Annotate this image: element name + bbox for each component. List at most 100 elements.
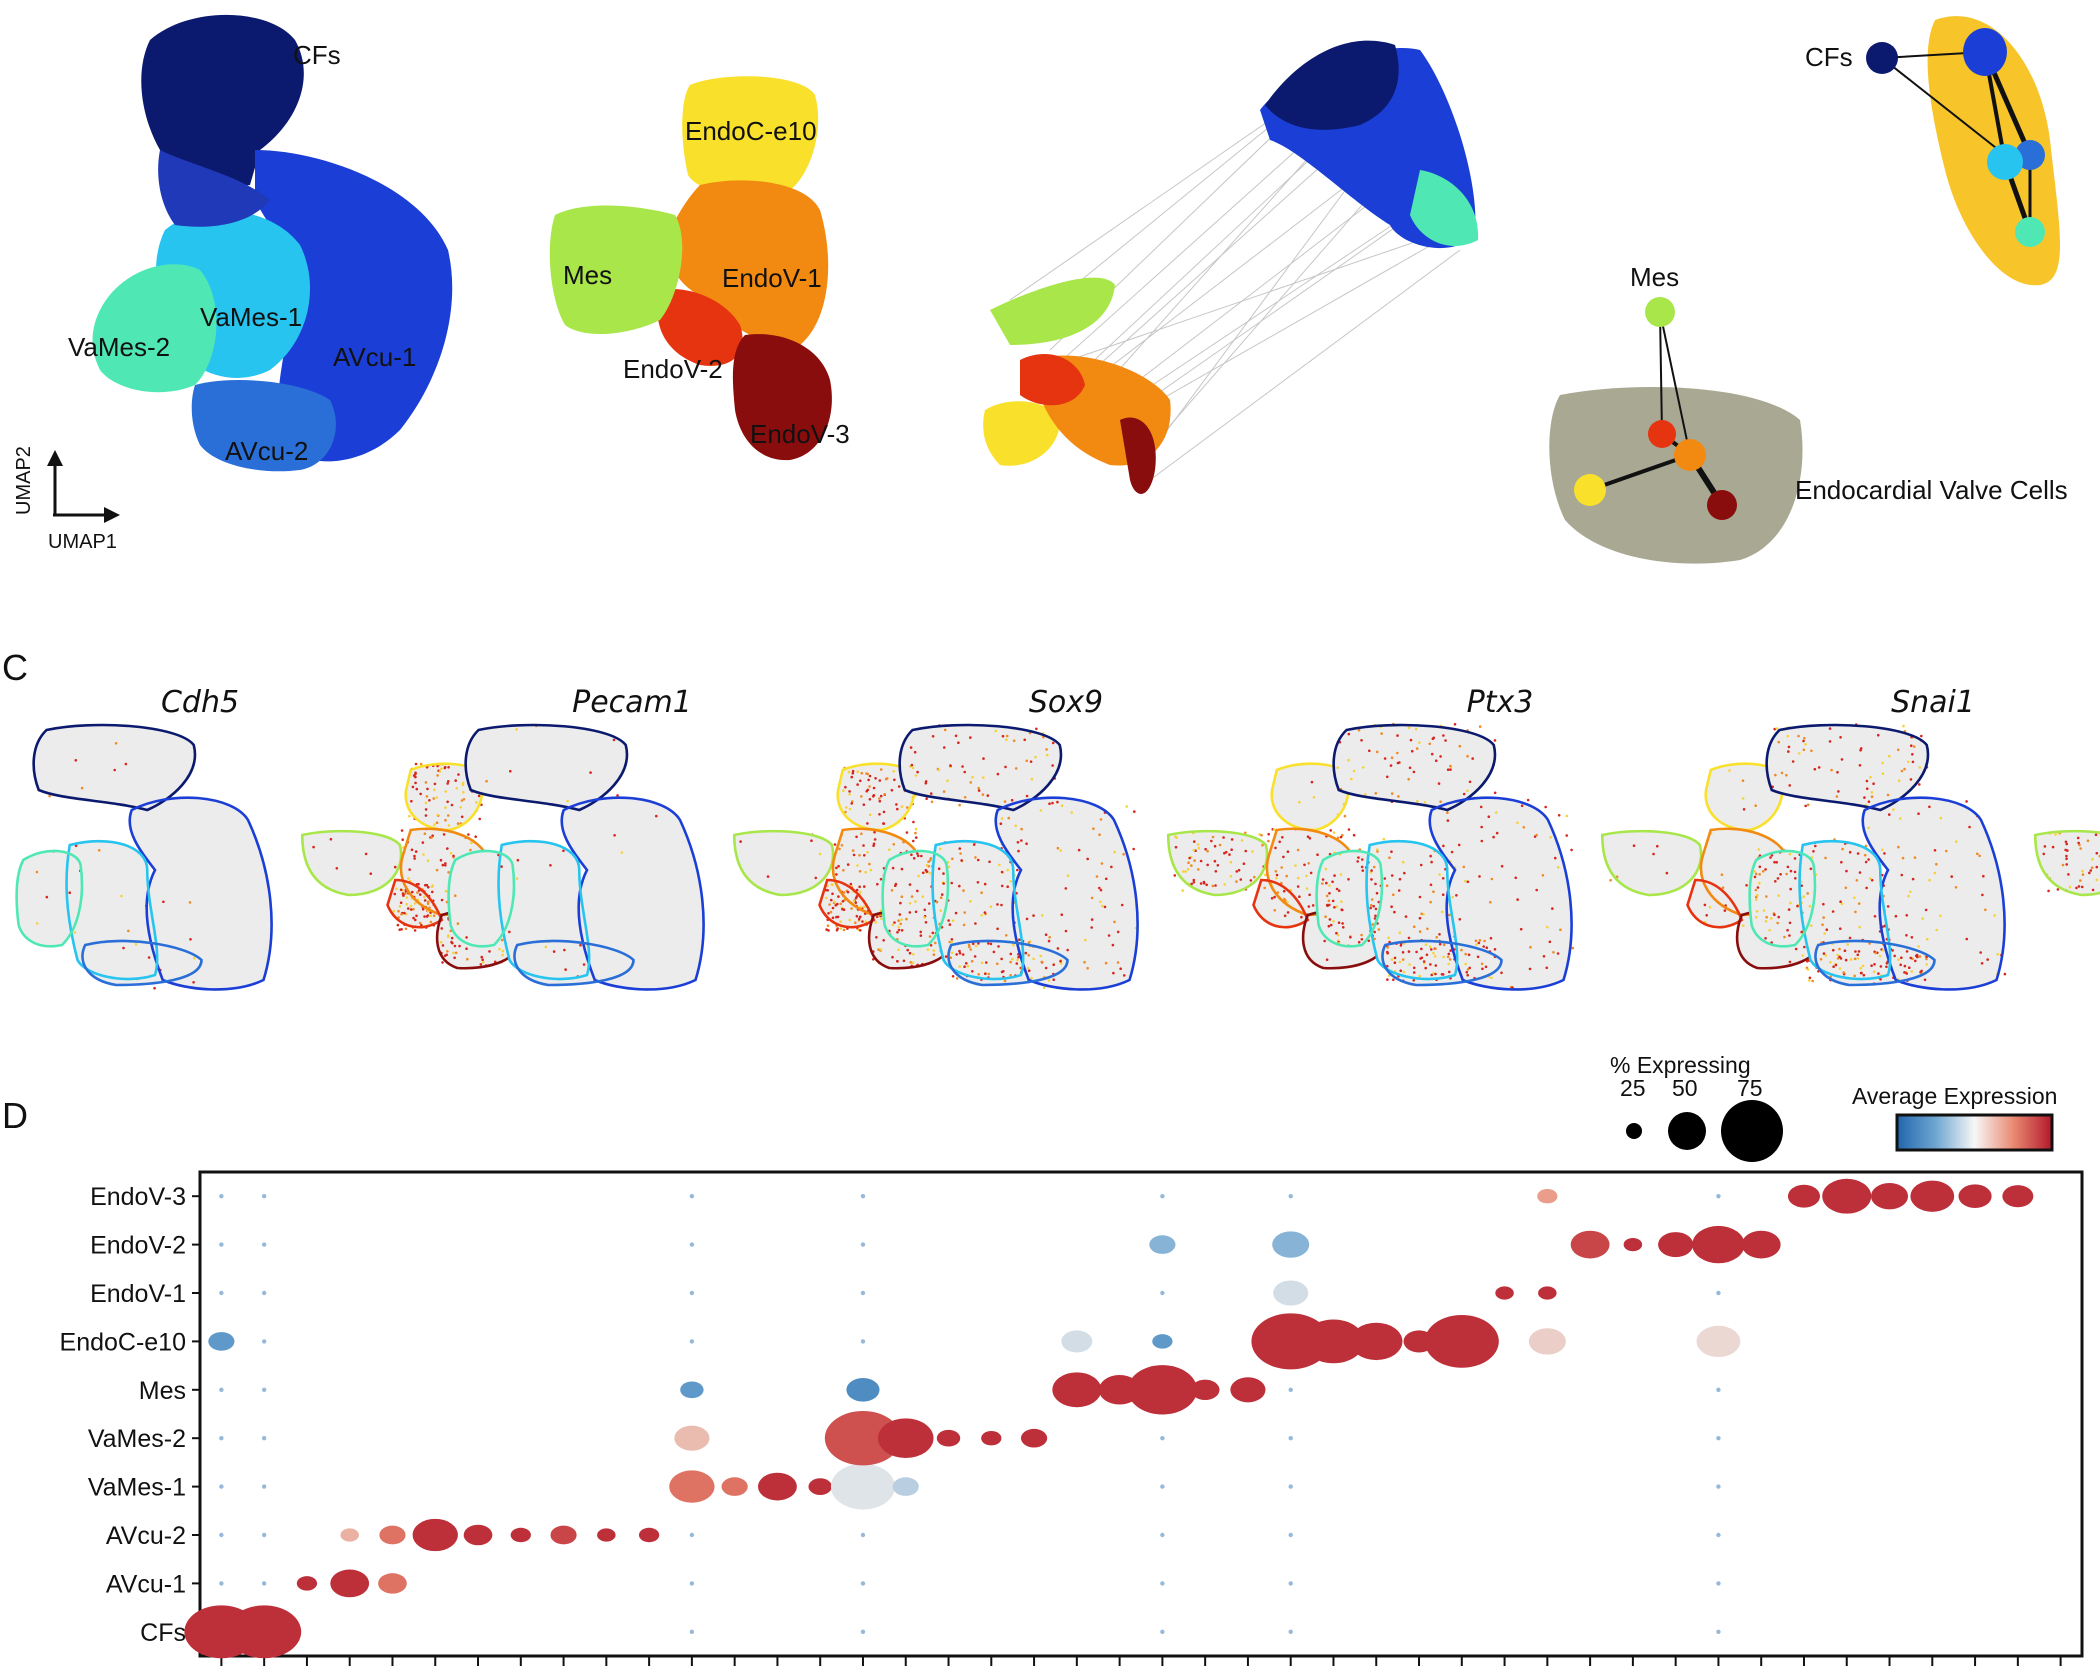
expression-dot bbox=[1553, 856, 1557, 860]
expression-dot bbox=[1893, 954, 1896, 958]
expression-dot bbox=[929, 944, 933, 947]
expression-dot bbox=[1281, 836, 1284, 839]
expression-dot bbox=[1478, 725, 1482, 728]
dotplot-bg-dot bbox=[219, 1290, 224, 1296]
expression-dot bbox=[1372, 904, 1375, 908]
expression-dot bbox=[417, 882, 420, 886]
expression-dot bbox=[1493, 948, 1497, 951]
expression-dot bbox=[147, 956, 151, 959]
expression-dot bbox=[1349, 936, 1352, 939]
expression-dot bbox=[413, 902, 417, 905]
expression-dot bbox=[1223, 851, 1226, 855]
expression-dot bbox=[854, 901, 858, 904]
expression-dot bbox=[1429, 948, 1433, 951]
expression-dot bbox=[1529, 945, 1532, 949]
expression-dot bbox=[1367, 749, 1371, 753]
expression-dot bbox=[1917, 812, 1920, 815]
expression-dot bbox=[446, 934, 450, 937]
expression-dot bbox=[914, 831, 917, 835]
expression-dot bbox=[1423, 801, 1427, 804]
expression-dot bbox=[1377, 900, 1381, 904]
expression-dot bbox=[950, 940, 954, 944]
expression-dot bbox=[1774, 880, 1777, 883]
expression-dot bbox=[897, 928, 901, 932]
expression-dot bbox=[127, 929, 130, 933]
expression-dot bbox=[1120, 903, 1124, 907]
expression-dot bbox=[1390, 756, 1394, 760]
expression-dot bbox=[1854, 910, 1857, 914]
expression-dot bbox=[1341, 908, 1344, 912]
expression-dot bbox=[456, 922, 460, 925]
expression-dot bbox=[1917, 945, 1920, 948]
dotplot-dot bbox=[936, 1429, 961, 1447]
expression-dot bbox=[951, 975, 955, 978]
expression-dot bbox=[996, 903, 999, 906]
cluster-fill bbox=[1766, 725, 1928, 810]
expression-dot bbox=[976, 858, 980, 862]
expression-dot bbox=[1398, 761, 1401, 764]
expression-dot bbox=[1444, 739, 1447, 742]
expression-dot bbox=[1526, 798, 1530, 802]
dotplot-dot bbox=[674, 1425, 710, 1451]
cluster-outline-cfs bbox=[1334, 725, 1495, 810]
expression-dot bbox=[1356, 860, 1359, 863]
expression-dot bbox=[1788, 852, 1792, 856]
expression-dot bbox=[1745, 884, 1748, 887]
dotplot-bg-dot bbox=[261, 1290, 267, 1296]
expression-dot bbox=[1758, 873, 1761, 876]
expression-dot bbox=[1905, 972, 1909, 975]
expression-dot bbox=[1025, 842, 1028, 845]
expression-dot bbox=[1064, 929, 1068, 933]
expression-dot bbox=[1039, 809, 1043, 812]
expression-dot bbox=[961, 953, 965, 956]
expression-dot bbox=[944, 955, 948, 958]
expression-dot bbox=[1214, 884, 1217, 887]
expression-dot bbox=[814, 876, 818, 880]
expression-dot bbox=[1412, 966, 1416, 970]
expression-dot bbox=[891, 955, 894, 959]
expression-dot bbox=[1412, 979, 1416, 982]
expression-dot bbox=[435, 821, 439, 824]
expression-dot bbox=[1230, 838, 1234, 841]
expression-dot bbox=[1804, 743, 1807, 746]
expression-dot bbox=[1369, 904, 1373, 907]
expression-dot bbox=[1441, 973, 1445, 976]
expression-dot bbox=[493, 960, 497, 964]
expression-dot bbox=[1909, 956, 1913, 960]
cluster-outline-avcu-2 bbox=[1382, 941, 1501, 985]
expression-dot bbox=[1011, 957, 1014, 961]
dotplot-dot bbox=[892, 1477, 919, 1496]
expression-dot bbox=[426, 859, 430, 862]
expression-dot bbox=[1806, 803, 1810, 807]
expression-dot bbox=[1009, 974, 1012, 977]
cluster-outline-avcu-1 bbox=[130, 798, 272, 990]
graph-nodes bbox=[1574, 28, 2045, 520]
expression-dot bbox=[392, 909, 396, 913]
expression-dot bbox=[1728, 769, 1731, 772]
expression-dot bbox=[1282, 855, 1285, 859]
expression-dot bbox=[1802, 945, 1806, 949]
expression-dot bbox=[943, 728, 947, 732]
expression-dot bbox=[1407, 777, 1410, 781]
expression-dot bbox=[1002, 970, 1005, 973]
expression-dot bbox=[897, 948, 900, 952]
expression-dot bbox=[1819, 958, 1823, 961]
expression-dot bbox=[454, 779, 458, 782]
expression-dot bbox=[902, 959, 906, 963]
trajectory-cluster-left-dark bbox=[1120, 417, 1156, 494]
expression-dot bbox=[1809, 867, 1813, 871]
expression-dot bbox=[1122, 852, 1125, 856]
expression-dot bbox=[1925, 957, 1928, 961]
expression-dot bbox=[1785, 872, 1788, 876]
expression-dot bbox=[1097, 886, 1101, 890]
expression-dot bbox=[929, 792, 933, 795]
dotplot-dot bbox=[1570, 1230, 1610, 1259]
expression-dot bbox=[1810, 749, 1813, 753]
expression-dot bbox=[947, 865, 951, 869]
expression-dot bbox=[1841, 847, 1844, 851]
dotplot-bg-dot bbox=[1716, 1581, 1721, 1586]
expression-dot bbox=[842, 869, 845, 872]
cluster-fill bbox=[1168, 831, 1268, 895]
expression-dot bbox=[1333, 906, 1336, 909]
expression-dot bbox=[852, 853, 856, 857]
